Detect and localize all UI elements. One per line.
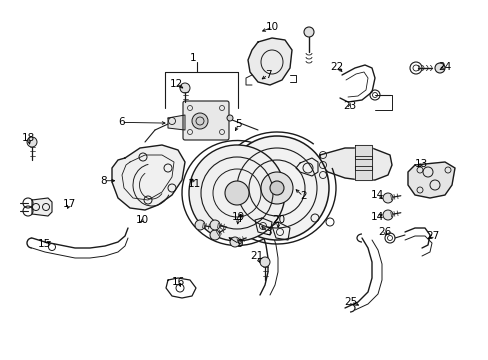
Polygon shape: [168, 115, 184, 130]
Polygon shape: [271, 222, 289, 240]
Circle shape: [382, 193, 392, 203]
Text: 10: 10: [136, 215, 149, 225]
Text: 13: 13: [414, 159, 427, 169]
Text: 22: 22: [329, 62, 343, 72]
Text: 11: 11: [187, 179, 201, 189]
Text: 10: 10: [266, 22, 279, 32]
Polygon shape: [354, 156, 371, 170]
Circle shape: [226, 115, 232, 121]
Text: 24: 24: [437, 62, 451, 72]
Text: 20: 20: [272, 215, 285, 225]
Text: 3: 3: [264, 227, 271, 237]
Text: 19: 19: [231, 212, 245, 222]
Polygon shape: [354, 145, 371, 159]
Text: 14: 14: [370, 212, 384, 222]
Circle shape: [180, 83, 190, 93]
FancyBboxPatch shape: [183, 101, 228, 140]
Polygon shape: [32, 198, 52, 216]
Polygon shape: [295, 158, 317, 176]
Polygon shape: [249, 173, 263, 203]
Circle shape: [209, 220, 220, 230]
Text: 9: 9: [236, 239, 243, 249]
Text: 27: 27: [425, 231, 439, 241]
Text: 14: 14: [370, 190, 384, 200]
Polygon shape: [112, 145, 184, 210]
Circle shape: [209, 230, 220, 240]
Circle shape: [382, 210, 392, 220]
Polygon shape: [407, 162, 454, 198]
Circle shape: [229, 237, 240, 247]
Circle shape: [304, 27, 313, 37]
Text: 21: 21: [249, 251, 263, 261]
Polygon shape: [247, 38, 291, 85]
Text: 8: 8: [100, 176, 107, 186]
Text: 4: 4: [235, 214, 242, 224]
Text: 6: 6: [118, 117, 124, 127]
Circle shape: [269, 181, 284, 195]
Text: 2: 2: [299, 191, 306, 201]
Circle shape: [224, 136, 328, 240]
Circle shape: [260, 257, 269, 267]
Text: 7: 7: [264, 70, 271, 80]
Text: 26: 26: [378, 227, 391, 237]
Text: 17: 17: [62, 199, 76, 210]
Text: 18: 18: [21, 132, 35, 143]
Text: 16: 16: [171, 276, 185, 287]
Text: 15: 15: [37, 239, 51, 249]
Text: 23: 23: [342, 101, 356, 111]
Polygon shape: [354, 166, 371, 180]
Text: 25: 25: [344, 297, 357, 307]
Circle shape: [192, 113, 207, 129]
Circle shape: [195, 220, 204, 230]
Text: 5: 5: [235, 119, 242, 129]
Circle shape: [224, 181, 248, 205]
Polygon shape: [319, 148, 391, 180]
Circle shape: [261, 172, 292, 204]
Circle shape: [434, 63, 444, 73]
Text: 1: 1: [189, 53, 196, 63]
Circle shape: [189, 145, 285, 241]
Text: 12: 12: [169, 78, 183, 89]
Polygon shape: [254, 218, 271, 235]
Circle shape: [27, 137, 37, 147]
